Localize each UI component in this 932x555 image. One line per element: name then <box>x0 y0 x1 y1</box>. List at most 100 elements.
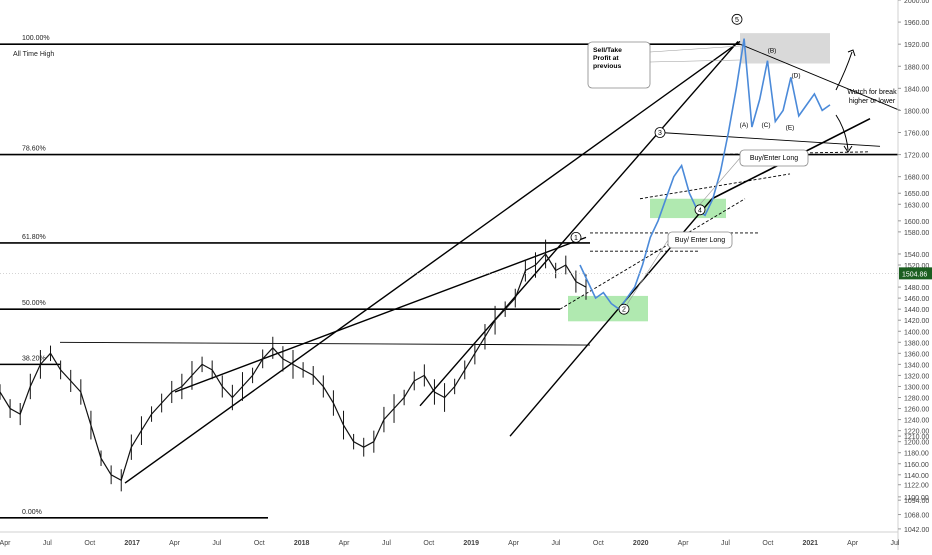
subwave-label: (C) <box>761 122 770 129</box>
price-tick-label: 1880.00 <box>904 64 929 71</box>
time-tick-label: Jul <box>382 540 391 547</box>
price-tick-label: 1094.00 <box>904 498 929 505</box>
sell-callout-connector <box>649 59 741 63</box>
price-tick-label: 1240.00 <box>904 418 929 425</box>
wave-marker <box>694 204 706 216</box>
price-tick-label: 1480.00 <box>904 285 929 292</box>
price-tick-label: 1400.00 <box>904 329 929 336</box>
wave-label: 3 <box>658 130 662 137</box>
price-tick-label: 1540.00 <box>904 252 929 259</box>
price-tick-label: 1680.00 <box>904 175 929 182</box>
current-price-badge <box>899 267 932 280</box>
price-series-layer <box>0 239 587 492</box>
fib-level-label: 38.20% <box>22 355 46 362</box>
sell-callout-box <box>587 41 651 89</box>
price-tick-label: 1360.00 <box>904 351 929 358</box>
trend-line <box>739 43 901 111</box>
trend-line <box>174 236 587 393</box>
sell-callout-text: Sell/Take <box>593 47 622 54</box>
wave-label: 2 <box>622 307 626 314</box>
price-tick-label: 1630.00 <box>904 202 929 209</box>
wave-label: 1 <box>574 235 578 242</box>
price-tick-label: 2000.00 <box>904 0 929 5</box>
trend-line <box>659 132 881 147</box>
price-tick-label: 1760.00 <box>904 131 929 138</box>
time-tick-label: Jul <box>721 540 730 547</box>
price-tick-label: 1440.00 <box>904 307 929 314</box>
fib-level-label: 100.00% <box>22 35 50 42</box>
price-tick-label: 1720.00 <box>904 153 929 160</box>
buy2-callout-connector <box>623 239 669 310</box>
sell-callout-connector <box>649 45 741 53</box>
price-tick-label: 1520.00 <box>904 263 929 270</box>
price-tick-label: 1122.00 <box>904 483 929 490</box>
price-tick-label: 1210.00 <box>904 434 929 441</box>
time-tick-label: Jul <box>43 540 52 547</box>
price-tick-label: 1042.00 <box>904 527 929 534</box>
price-tick-label: 1220.00 <box>904 429 929 436</box>
time-tick-label: Oct <box>593 540 604 547</box>
price-tick-label: 1260.00 <box>904 407 929 414</box>
buy-zone-upper <box>650 198 726 219</box>
time-tick-label: Jul <box>212 540 221 547</box>
price-tick-label: 1600.00 <box>904 219 929 226</box>
breakout-up-arrowhead <box>847 49 856 57</box>
fib-level-label: 0.00% <box>22 509 42 516</box>
fib-level-label: 78.60% <box>22 146 46 153</box>
time-tick-label: Jul <box>551 540 560 547</box>
zones-layer <box>568 33 830 322</box>
subwave-label: (A) <box>740 122 749 129</box>
buy1-callout-connector <box>699 157 741 205</box>
price-tick-label: 1580.00 <box>904 230 929 237</box>
wave-marker <box>654 127 666 138</box>
breakout-up-arrow <box>835 51 853 91</box>
watch-label-line1: Watch for break <box>847 89 897 96</box>
current-price-label: 1504.86 <box>902 271 927 278</box>
fib-level-label: 50.00% <box>22 300 46 307</box>
sell-callout-text: previous <box>593 63 622 70</box>
price-tick-label: 1320.00 <box>904 373 929 380</box>
time-tick-label: Jul <box>891 540 900 547</box>
time-tick-label: 2018 <box>294 540 310 547</box>
wave-label: 5 <box>735 17 739 24</box>
trend-line <box>639 173 791 200</box>
trend-line <box>419 40 739 407</box>
time-tick-label: 2021 <box>802 540 818 547</box>
price-tick-label: 1140.00 <box>904 473 929 480</box>
time-tick-label: Oct <box>423 540 434 547</box>
time-tick-label: Apr <box>678 540 690 547</box>
sell-zone <box>740 33 830 64</box>
price-tick-label: 1100.00 <box>904 495 929 502</box>
time-tick-label: Apr <box>339 540 351 547</box>
time-tick-label: Oct <box>762 540 773 547</box>
price-tick-label: 1840.00 <box>904 86 929 93</box>
price-tick-label: 1160.00 <box>904 462 929 469</box>
price-tick-label: 1340.00 <box>904 362 929 369</box>
price-tick-label: 1920.00 <box>904 42 929 49</box>
time-tick-label: 2017 <box>124 540 140 547</box>
trend-line <box>59 341 591 346</box>
price-tick-label: 1460.00 <box>904 296 929 303</box>
price-tick-label: 1068.00 <box>904 513 929 520</box>
fib-level-label: 61.80% <box>22 234 46 241</box>
wave-marker <box>731 13 743 25</box>
trend-line <box>124 40 741 484</box>
time-tick-label: Apr <box>508 540 520 547</box>
time-tick-label: Oct <box>84 540 95 547</box>
time-tick-label: Oct <box>254 540 265 547</box>
subwave-label: (E) <box>786 125 795 132</box>
time-tick-label: Apr <box>847 540 859 547</box>
breakout-down-arrowhead <box>843 145 853 153</box>
time-tick-label: Apr <box>169 540 181 547</box>
time-tick-label: 2020 <box>633 540 649 547</box>
price-tick-label: 1650.00 <box>904 191 929 198</box>
trend-line <box>559 198 746 310</box>
breakout-down-arrow <box>835 114 849 151</box>
subwave-label: (D) <box>791 72 800 79</box>
